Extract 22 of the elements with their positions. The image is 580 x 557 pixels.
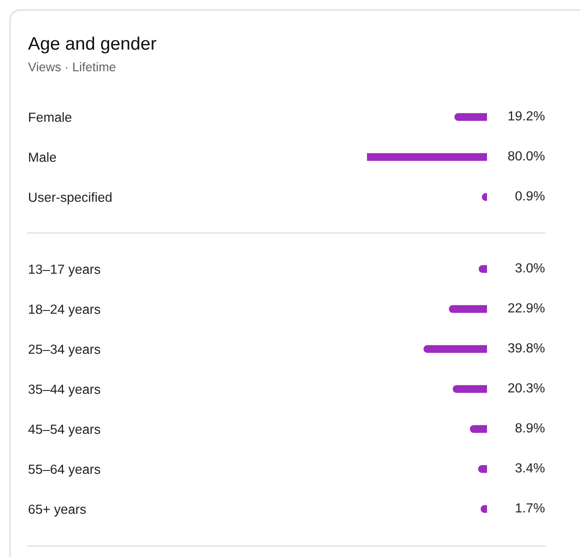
y-tick-label: 45–54 years [28, 424, 100, 437]
y-tick-label: 65+ years [28, 504, 86, 517]
data-label: 3.0% [515, 263, 545, 273]
data-label: 19.2% [508, 111, 545, 121]
y-tick-label: 55–64 years [28, 464, 100, 477]
data-label: 8.9% [516, 423, 545, 433]
data-label: 0.9% [515, 191, 545, 201]
data-label: 20.3% [508, 383, 545, 393]
y-tick-label: Female [29, 112, 72, 122]
text: Age and gender [28, 36, 156, 54]
data-label: 22.9% [508, 303, 545, 313]
data-label: 80.0% [508, 151, 545, 161]
y-tick-label: Male [29, 152, 56, 162]
y-tick-label: 35–44 years [28, 384, 100, 397]
y-tick-label: 25–34 years [28, 344, 100, 357]
y-tick-label: 13–17 years [29, 264, 100, 277]
data-label: 39.8% [508, 343, 545, 353]
data-label: 1.7% [516, 503, 545, 512]
y-tick-label: 18–24 years [29, 304, 100, 317]
y-tick-label: User-specified [29, 192, 112, 205]
data-label: 3.4% [515, 463, 545, 473]
text: Views · Lifetime [28, 62, 116, 72]
